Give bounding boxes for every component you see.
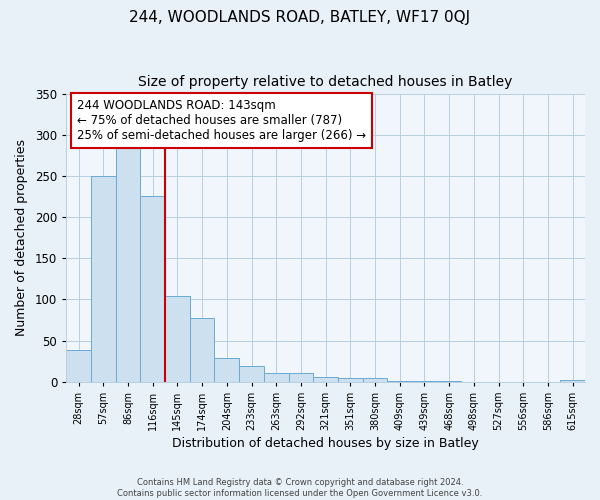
Text: Contains HM Land Registry data © Crown copyright and database right 2024.
Contai: Contains HM Land Registry data © Crown c… [118,478,482,498]
X-axis label: Distribution of detached houses by size in Batley: Distribution of detached houses by size … [172,437,479,450]
Bar [338,378,362,382]
Bar [313,378,338,382]
Bar [91,176,116,382]
Bar [560,380,585,382]
Bar [116,140,140,382]
Bar [214,358,239,382]
Bar [190,318,214,382]
Bar [140,196,165,382]
Bar [362,378,388,382]
Bar [388,380,412,382]
Bar [239,366,264,382]
Title: Size of property relative to detached houses in Batley: Size of property relative to detached ho… [139,75,513,89]
Text: 244 WOODLANDS ROAD: 143sqm
← 75% of detached houses are smaller (787)
25% of sem: 244 WOODLANDS ROAD: 143sqm ← 75% of deta… [77,98,366,142]
Bar [66,350,91,382]
Y-axis label: Number of detached properties: Number of detached properties [15,140,28,336]
Bar [412,380,437,382]
Bar [289,374,313,382]
Bar [437,380,461,382]
Text: 244, WOODLANDS ROAD, BATLEY, WF17 0QJ: 244, WOODLANDS ROAD, BATLEY, WF17 0QJ [130,10,470,25]
Bar [264,372,289,382]
Bar [165,296,190,382]
